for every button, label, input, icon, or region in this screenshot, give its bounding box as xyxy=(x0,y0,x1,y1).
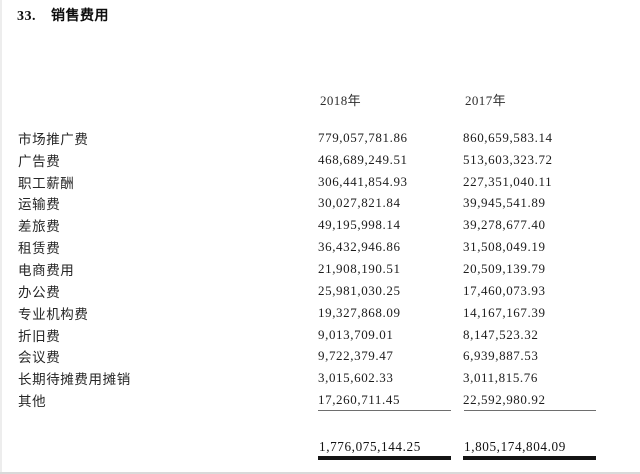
expense-label: 职工薪酬 xyxy=(18,175,75,191)
amount-2018: 3,015,602.33 xyxy=(318,370,394,386)
amount-2017: 17,460,073.93 xyxy=(463,282,546,298)
table-row: 市场推广费 779,057,781.86 860,659,583.14 xyxy=(0,127,640,149)
total-amount-2018: 1,776,075,144.25 xyxy=(319,439,421,454)
amount-2017: 39,278,677.40 xyxy=(463,217,546,233)
section-title: 销售费用 xyxy=(51,9,109,24)
amount-2018: 306,441,854.93 xyxy=(318,173,408,189)
expense-label: 电商费用 xyxy=(18,262,75,278)
amount-2017: 3,011,815.76 xyxy=(463,370,538,386)
table-row: 办公费 25,981,030.25 17,460,073.93 xyxy=(0,280,640,302)
expense-label: 折旧费 xyxy=(18,328,61,344)
amount-2017: 513,603,323.72 xyxy=(463,151,553,167)
table-row: 电商费用 21,908,190.51 20,509,139.79 xyxy=(0,258,640,280)
table-row: 职工薪酬 306,441,854.93 227,351,040.11 xyxy=(0,171,640,193)
table-row: 租赁费 36,432,946.86 31,508,049.19 xyxy=(0,236,640,258)
subtotal-rule-2017 xyxy=(464,409,596,411)
table-row: 其他 17,260,711.45 22,592,980.92 xyxy=(0,389,640,411)
amount-2018: 49,195,998.14 xyxy=(318,217,401,233)
expense-label: 会议费 xyxy=(18,350,61,366)
total-rule-2017 xyxy=(463,456,596,460)
table-row: 广告费 468,689,249.51 513,603,323.72 xyxy=(0,149,640,171)
expense-label: 专业机构费 xyxy=(18,306,89,322)
amount-2018: 9,013,709.01 xyxy=(318,326,394,342)
amount-2017: 8,147,523.32 xyxy=(463,326,539,342)
expense-label: 运输费 xyxy=(18,197,61,213)
page-bottom-edge xyxy=(0,472,640,474)
total-rule-2018 xyxy=(318,456,451,460)
amount-2018: 17,260,711.45 xyxy=(318,392,401,408)
table-row: 运输费 30,027,821.84 39,945,541.89 xyxy=(0,193,640,215)
total-amount-2017: 1,805,174,804.09 xyxy=(464,439,566,454)
amount-2018: 36,432,946.86 xyxy=(318,239,401,255)
table-row: 折旧费 9,013,709.01 8,147,523.32 xyxy=(0,324,640,346)
amount-2017: 22,592,980.92 xyxy=(463,392,546,408)
amount-2018: 25,981,030.25 xyxy=(318,282,401,298)
section-number: 33. xyxy=(17,9,36,24)
amount-2017: 14,167,167.39 xyxy=(463,304,546,320)
amount-2018: 19,327,868.09 xyxy=(318,304,401,320)
amount-2017: 860,659,583.14 xyxy=(463,129,553,145)
table-row: 差旅费 49,195,998.14 39,278,677.40 xyxy=(0,214,640,236)
expense-label: 市场推广费 xyxy=(18,131,89,147)
column-header-2018: 2018年 xyxy=(320,93,361,108)
expense-label: 租赁费 xyxy=(18,241,61,257)
table-row: 长期待摊费用摊销 3,015,602.33 3,011,815.76 xyxy=(0,367,640,389)
expense-label: 广告费 xyxy=(18,153,61,169)
amount-2017: 6,939,887.53 xyxy=(463,348,539,364)
amount-2017: 20,509,139.79 xyxy=(463,260,546,276)
expense-table: 市场推广费 779,057,781.86 860,659,583.14 广告费 … xyxy=(0,127,640,411)
table-row: 专业机构费 19,327,868.09 14,167,167.39 xyxy=(0,302,640,324)
expense-label: 办公费 xyxy=(18,284,61,300)
subtotal-rule-2018 xyxy=(318,409,451,411)
amount-2017: 39,945,541.89 xyxy=(463,195,546,211)
amount-2018: 21,908,190.51 xyxy=(318,260,401,276)
amount-2017: 31,508,049.19 xyxy=(463,239,546,255)
amount-2018: 468,689,249.51 xyxy=(318,151,408,167)
amount-2018: 779,057,781.86 xyxy=(318,129,408,145)
section-heading: 33. 销售费用 xyxy=(17,5,109,25)
page-left-edge xyxy=(0,0,2,474)
expense-label: 其他 xyxy=(18,394,47,410)
amount-2017: 227,351,040.11 xyxy=(463,173,553,189)
table-row: 会议费 9,722,379.47 6,939,887.53 xyxy=(0,345,640,367)
expense-label: 长期待摊费用摊销 xyxy=(18,372,131,388)
expense-label: 差旅费 xyxy=(18,219,61,235)
column-header-2017: 2017年 xyxy=(465,93,506,108)
amount-2018: 9,722,379.47 xyxy=(318,348,394,364)
amount-2018: 30,027,821.84 xyxy=(318,195,401,211)
